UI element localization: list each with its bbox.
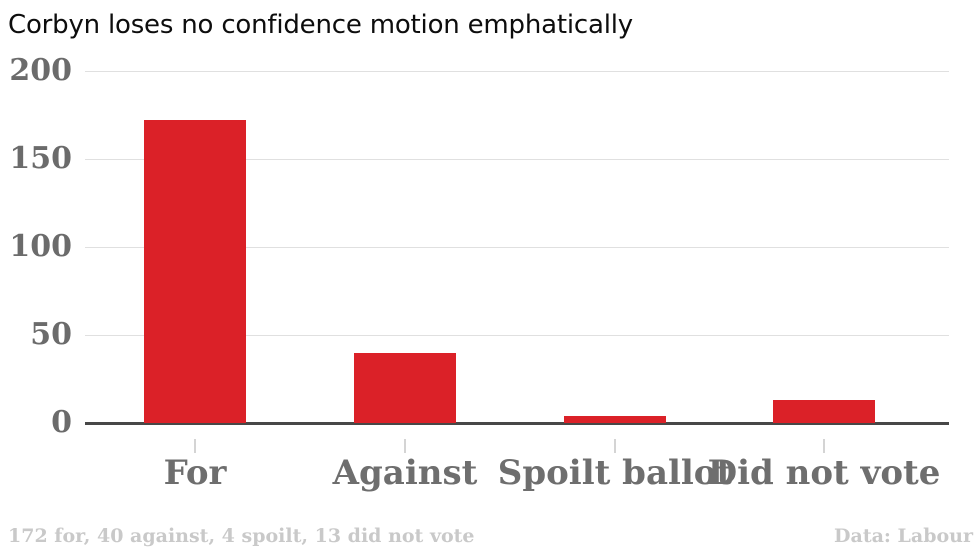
gridline-200	[85, 71, 949, 72]
y-axis-label-150: 150	[9, 141, 72, 176]
y-axis-label-100: 100	[9, 229, 72, 264]
x-axis-tick-spoilt-ballot	[614, 439, 616, 453]
bar-for	[144, 120, 246, 423]
x-axis-tick-against	[404, 439, 406, 453]
gridline-100	[85, 247, 949, 248]
footer-annotation: 172 for, 40 against, 4 spoilt, 13 did no…	[8, 525, 475, 547]
y-axis-label-200: 200	[9, 53, 72, 88]
y-axis-label-0: 0	[51, 405, 72, 440]
x-axis-tick-did-not-vote	[823, 439, 825, 453]
gridline-50	[85, 335, 949, 336]
bar-did-not-vote	[773, 400, 875, 423]
gridline-150	[85, 159, 949, 160]
chart-title: Corbyn loses no confidence motion emphat…	[8, 10, 633, 40]
x-axis-baseline	[85, 422, 949, 425]
y-axis-label-50: 50	[30, 317, 72, 352]
footer-source: Data: Labour	[834, 525, 973, 547]
chart-footer: 172 for, 40 against, 4 spoilt, 13 did no…	[0, 523, 980, 547]
x-axis-label-for: For	[163, 453, 227, 493]
plot-area: 0 50 100 150 200 For Against Spoilt ballot Did n…	[9, 54, 949, 493]
x-axis-label-did-not-vote: Did not vote	[707, 453, 941, 493]
bar-against	[354, 353, 456, 423]
x-axis-label-spoilt-ballot: Spoilt ballot	[497, 453, 733, 493]
x-axis-label-against: Against	[332, 453, 478, 493]
x-axis-tick-for	[194, 439, 196, 453]
bar-spoilt-ballot	[564, 416, 666, 423]
